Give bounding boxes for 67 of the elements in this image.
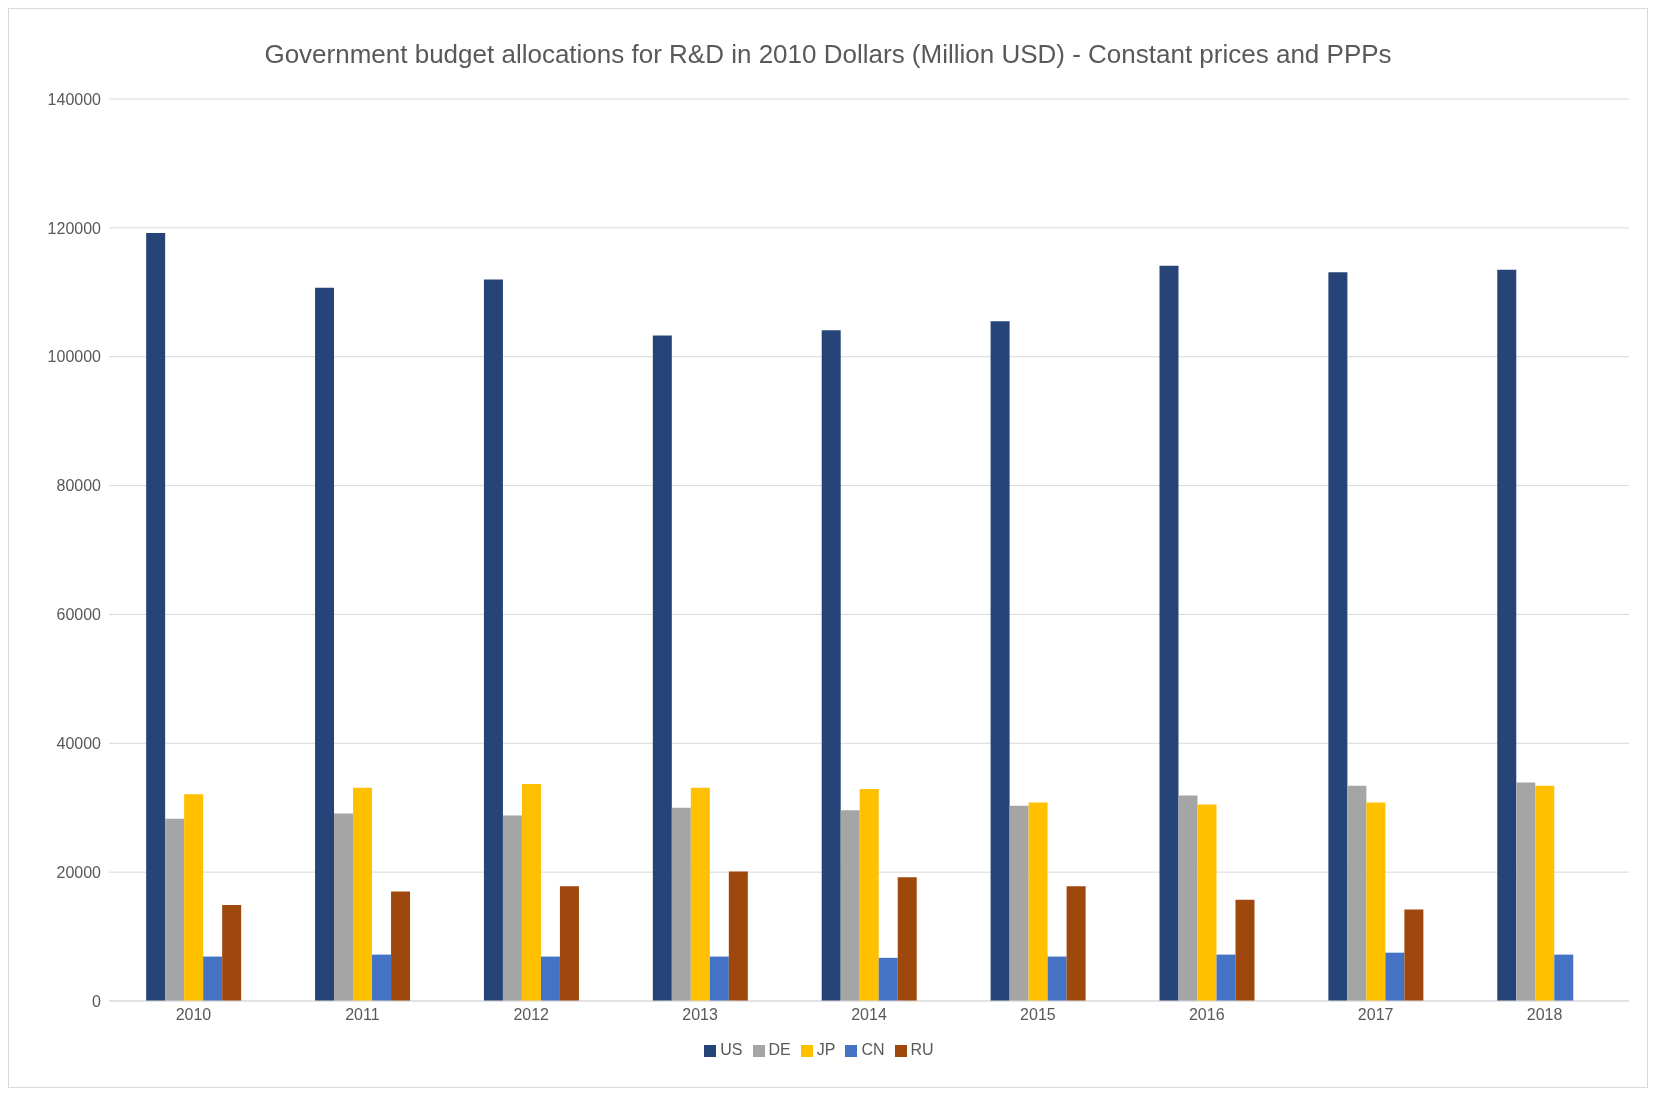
bar [334,813,354,1001]
bar [1366,802,1386,1001]
bar [165,818,185,1001]
x-tick-label: 2014 [851,1006,887,1024]
y-tick-label: 120000 [47,219,102,237]
bar [222,905,242,1001]
y-tick-label: 140000 [47,90,102,108]
legend-label: CN [861,1041,885,1058]
bar [483,279,503,1001]
bar [840,810,860,1001]
bar [1197,804,1217,1001]
bar [1535,785,1555,1001]
bar [1235,899,1255,1001]
bar [878,957,898,1001]
bar [1347,785,1367,1001]
bar [728,871,748,1001]
x-tick-label: 2016 [1188,1006,1225,1024]
bar [1066,886,1086,1001]
bar [203,956,223,1001]
bar [391,891,411,1001]
x-tick-label: 2013 [682,1006,719,1024]
x-tick-label: 2011 [345,1006,380,1024]
x-tick-label: 2015 [1020,1006,1056,1024]
y-tick-label: 0 [92,992,102,1010]
y-tick-label: 80000 [56,477,102,495]
legend-label: JP [816,1041,836,1058]
bar [1328,272,1348,1001]
bar [1516,782,1536,1001]
x-tick-label: 2012 [513,1006,550,1024]
legend-label: RU [910,1041,934,1058]
bar [559,886,579,1001]
y-tick-label: 20000 [56,863,102,881]
bar [315,287,335,1001]
bar [540,956,560,1001]
bar [821,330,841,1001]
bar [1385,952,1405,1001]
bar [1554,954,1574,1001]
bar [897,877,917,1001]
bar [709,956,729,1001]
bar [521,783,541,1001]
bar [1028,802,1048,1001]
legend-label: US [720,1041,743,1058]
bar [859,789,879,1001]
bar [502,815,522,1001]
bar [671,807,691,1001]
x-tick-label: 2010 [175,1006,212,1024]
bar [690,787,710,1001]
y-tick-label: 100000 [47,348,102,366]
bar [1009,805,1029,1001]
legend-label: DE [768,1041,791,1058]
bar [1047,956,1067,1001]
bar [1178,795,1198,1001]
bar [146,233,166,1001]
y-tick-label: 40000 [56,734,102,752]
bar [372,954,392,1001]
bar [1159,265,1179,1001]
x-tick-label: 2018 [1526,1006,1563,1024]
x-tick-label: 2017 [1357,1006,1394,1024]
bar [1404,909,1424,1001]
y-tick-label: 60000 [56,606,102,624]
bar [652,335,672,1001]
bar [353,787,373,1001]
bar [990,321,1010,1001]
bar [1497,269,1517,1001]
chart-title: Government budget allocations for R&D in 2010 Dollars (Million USD) - Constant prices and PPPs [263,38,1393,71]
bar [184,794,204,1001]
bar [1216,954,1236,1001]
